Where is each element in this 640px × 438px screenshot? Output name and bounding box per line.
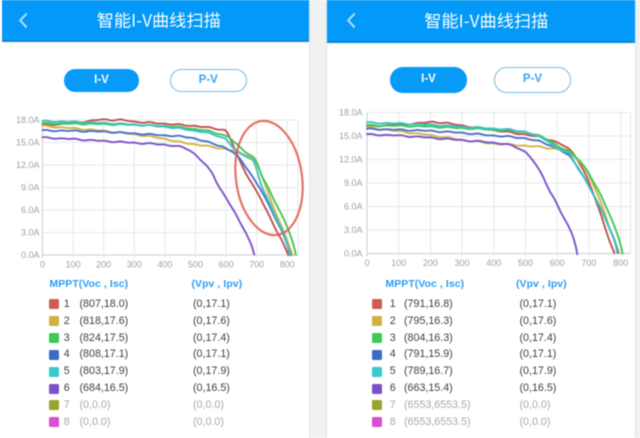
- svg-text:500: 500: [188, 259, 203, 269]
- svg-text:0: 0: [40, 259, 45, 269]
- svg-text:600: 600: [219, 259, 234, 269]
- svg-text:700: 700: [581, 258, 596, 268]
- svg-text:600: 600: [550, 258, 565, 268]
- svg-text:0: 0: [364, 258, 369, 268]
- svg-text:6.0A: 6.0A: [21, 205, 40, 215]
- svg-text:800: 800: [280, 259, 295, 269]
- svg-text:0.0A: 0.0A: [344, 248, 363, 258]
- svg-text:300: 300: [455, 258, 470, 268]
- svg-text:15.0A: 15.0A: [16, 137, 40, 147]
- svg-text:0.0A: 0.0A: [21, 250, 40, 260]
- svg-text:6.0A: 6.0A: [344, 201, 363, 211]
- svg-text:12.0A: 12.0A: [16, 160, 40, 170]
- svg-text:800: 800: [613, 258, 628, 268]
- svg-text:200: 200: [423, 258, 438, 268]
- svg-text:15.0A: 15.0A: [339, 131, 363, 141]
- svg-text:200: 200: [96, 259, 111, 269]
- svg-text:400: 400: [486, 258, 501, 268]
- svg-text:3.0A: 3.0A: [21, 227, 40, 237]
- svg-text:500: 500: [518, 258, 533, 268]
- svg-text:300: 300: [127, 259, 142, 269]
- svg-text:18.0A: 18.0A: [16, 115, 40, 125]
- svg-text:700: 700: [249, 259, 264, 269]
- svg-text:18.0A: 18.0A: [339, 107, 363, 117]
- svg-text:9.0A: 9.0A: [344, 178, 363, 188]
- svg-text:400: 400: [157, 259, 172, 269]
- svg-text:12.0A: 12.0A: [339, 154, 363, 164]
- svg-text:100: 100: [391, 258, 406, 268]
- svg-text:100: 100: [66, 259, 81, 269]
- svg-text:9.0A: 9.0A: [21, 182, 40, 192]
- svg-text:3.0A: 3.0A: [344, 225, 363, 235]
